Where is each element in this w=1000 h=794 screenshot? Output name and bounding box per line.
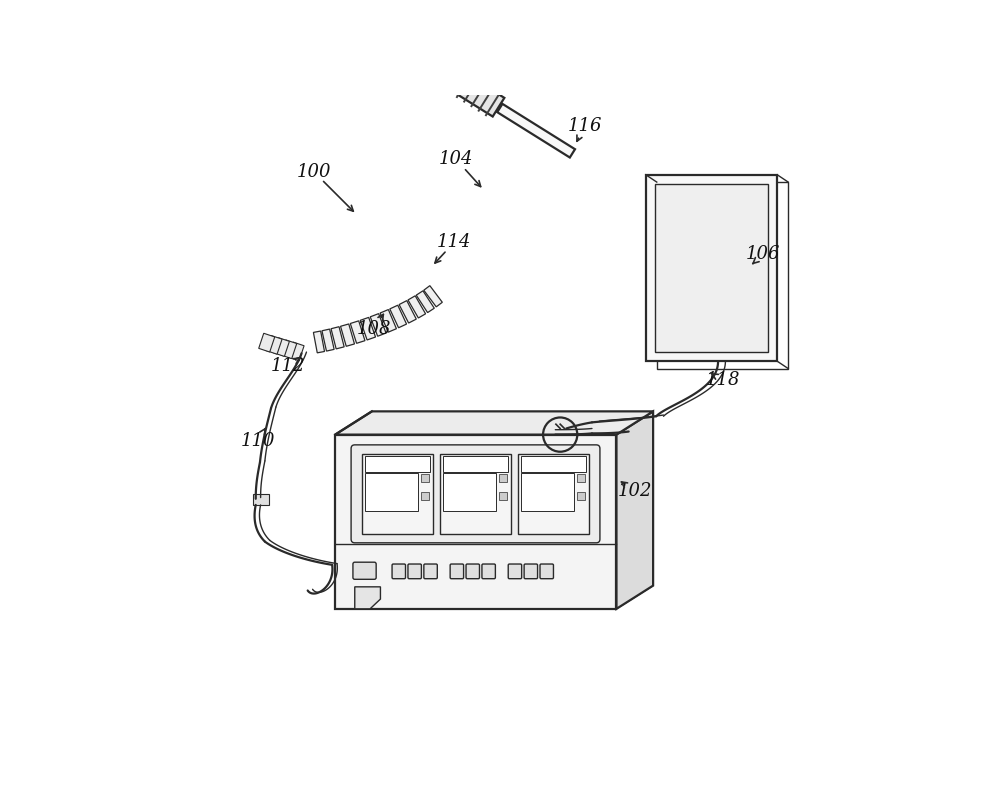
Bar	[421, 474, 429, 482]
FancyBboxPatch shape	[408, 564, 421, 579]
Polygon shape	[416, 291, 434, 313]
Bar	[443, 456, 508, 472]
Polygon shape	[438, 64, 504, 117]
Polygon shape	[646, 175, 777, 361]
Polygon shape	[273, 337, 289, 357]
Bar	[577, 474, 585, 482]
FancyBboxPatch shape	[524, 564, 538, 579]
Text: 110: 110	[240, 432, 275, 449]
Bar	[421, 492, 429, 500]
Text: 112: 112	[270, 357, 305, 375]
Polygon shape	[335, 411, 653, 434]
Bar	[577, 492, 585, 500]
Ellipse shape	[362, 17, 368, 24]
Bar	[253, 494, 269, 505]
Polygon shape	[322, 329, 334, 351]
Bar	[440, 454, 511, 534]
Polygon shape	[335, 434, 616, 609]
FancyBboxPatch shape	[540, 564, 553, 579]
Bar	[499, 474, 507, 482]
Polygon shape	[370, 314, 386, 336]
Polygon shape	[335, 586, 653, 609]
Ellipse shape	[405, 40, 424, 69]
Bar	[499, 492, 507, 500]
Polygon shape	[259, 333, 275, 352]
Ellipse shape	[359, 14, 372, 28]
Bar	[518, 454, 589, 534]
Polygon shape	[331, 326, 344, 349]
Polygon shape	[655, 184, 768, 352]
Text: 102: 102	[618, 483, 652, 500]
Polygon shape	[376, 22, 453, 87]
Bar	[521, 473, 574, 511]
Polygon shape	[380, 310, 396, 332]
FancyBboxPatch shape	[450, 564, 464, 579]
Polygon shape	[350, 321, 365, 343]
Polygon shape	[288, 342, 304, 360]
FancyBboxPatch shape	[482, 564, 495, 579]
Text: 108: 108	[356, 320, 391, 337]
Polygon shape	[390, 305, 407, 328]
Text: 118: 118	[706, 371, 740, 389]
Polygon shape	[313, 331, 324, 353]
Bar	[521, 456, 586, 472]
Polygon shape	[616, 411, 653, 609]
FancyBboxPatch shape	[466, 564, 479, 579]
FancyBboxPatch shape	[351, 445, 600, 543]
Ellipse shape	[388, 30, 407, 59]
Ellipse shape	[422, 51, 440, 79]
FancyBboxPatch shape	[353, 562, 376, 580]
Text: 104: 104	[439, 151, 474, 168]
Ellipse shape	[478, 77, 488, 89]
Text: 114: 114	[437, 233, 472, 251]
Text: 106: 106	[746, 245, 780, 264]
Bar	[443, 473, 496, 511]
Bar	[365, 456, 430, 472]
Text: 100: 100	[297, 163, 331, 181]
FancyBboxPatch shape	[424, 564, 437, 579]
Bar	[365, 473, 418, 511]
Polygon shape	[355, 587, 380, 609]
Ellipse shape	[354, 11, 386, 43]
Polygon shape	[341, 324, 354, 346]
Polygon shape	[266, 336, 282, 354]
FancyBboxPatch shape	[508, 564, 522, 579]
Polygon shape	[497, 104, 575, 157]
Polygon shape	[281, 340, 297, 359]
Text: 116: 116	[567, 117, 602, 135]
Polygon shape	[399, 301, 416, 323]
Bar	[362, 454, 433, 534]
FancyBboxPatch shape	[392, 564, 406, 579]
Polygon shape	[408, 296, 426, 318]
Polygon shape	[360, 318, 376, 340]
Polygon shape	[424, 286, 442, 306]
